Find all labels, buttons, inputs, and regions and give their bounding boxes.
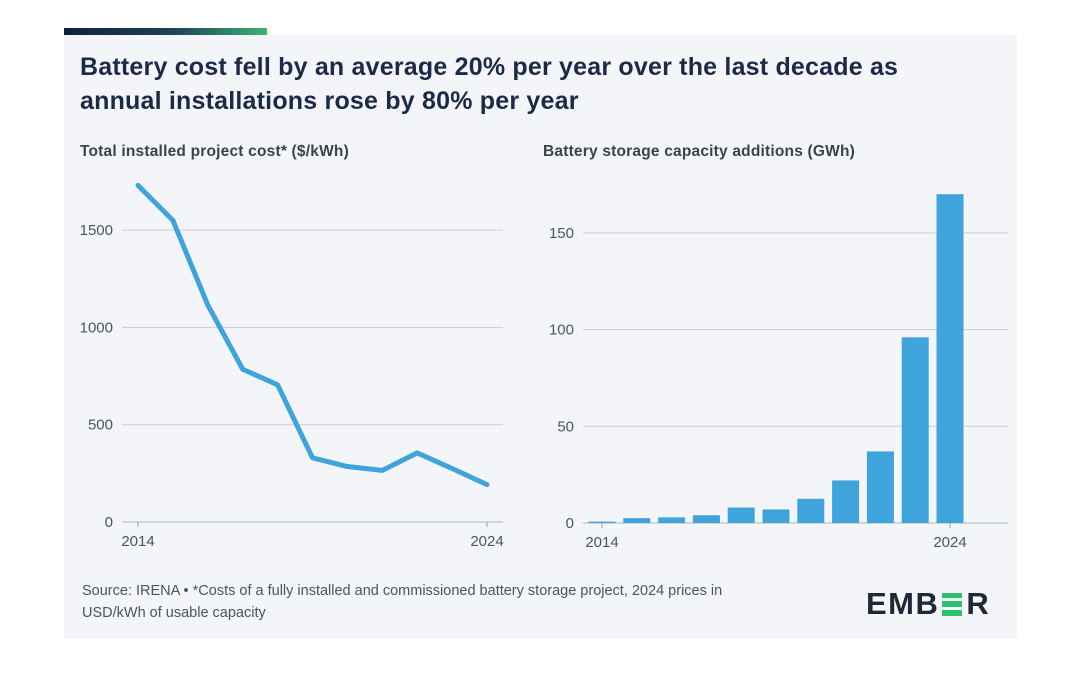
svg-text:2014: 2014 (121, 533, 154, 550)
svg-text:0: 0 (105, 514, 113, 531)
page-title: Battery cost fell by an average 20% per … (80, 50, 985, 118)
line-chart: 0 500 1000 1500 2014 2024 (80, 182, 504, 550)
bar-chart-subtitle: Battery storage capacity additions (GWh) (543, 143, 856, 160)
svg-text:2024: 2024 (470, 533, 503, 550)
line-chart-subtitle: Total installed project cost* ($/kWh) (80, 143, 349, 160)
svg-text:50: 50 (557, 418, 574, 435)
ember-logo-prefix: EMB (866, 586, 940, 621)
bar-chart: 0 50 100 150 2014 2024 (549, 194, 1008, 551)
svg-text:100: 100 (549, 322, 574, 339)
page-title-line2: annual installations rose by 80% per yea… (80, 87, 579, 115)
svg-text:1500: 1500 (80, 222, 113, 239)
svg-text:0: 0 (566, 515, 574, 532)
svg-text:2014: 2014 (585, 534, 618, 551)
svg-text:150: 150 (549, 225, 574, 242)
source-note-line1: Source: IRENA • *Costs of a fully instal… (82, 583, 723, 599)
svg-text:500: 500 (88, 417, 113, 434)
page-title-line1: Battery cost fell by an average 20% per … (80, 53, 899, 81)
source-note: Source: IRENA • *Costs of a fully instal… (82, 580, 827, 624)
ember-logo-suffix: R (966, 586, 991, 621)
ember-logo: EMB R (866, 586, 991, 621)
accent-gradient-bar (64, 28, 267, 35)
svg-text:2024: 2024 (933, 534, 966, 551)
ember-logo-e-icon (942, 592, 963, 616)
source-note-line2: USD/kWh of usable capacity (82, 605, 266, 621)
svg-text:1000: 1000 (80, 319, 113, 336)
